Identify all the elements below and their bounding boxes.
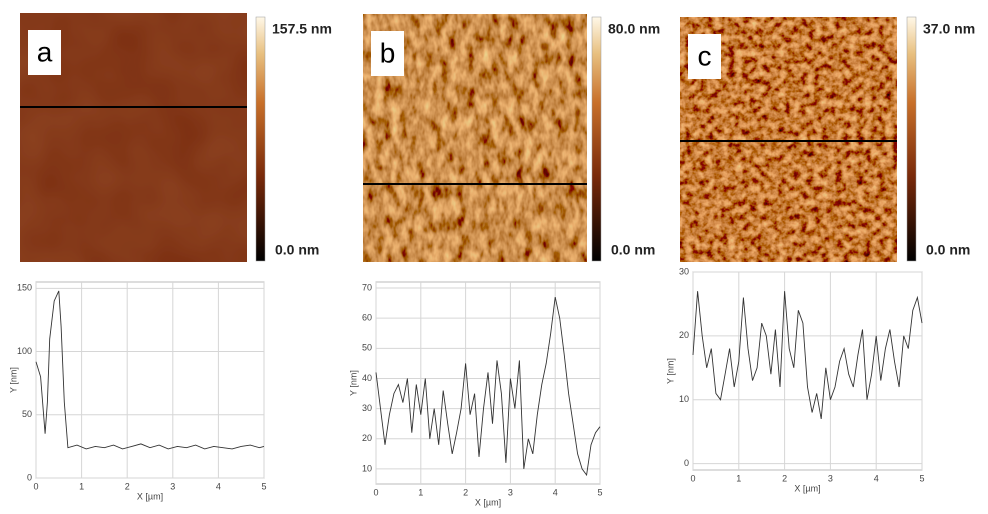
y-tick-label: 0 — [27, 472, 32, 482]
panel-label: b — [380, 37, 396, 68]
plot-frame — [375, 281, 601, 485]
plot-frame — [35, 281, 265, 479]
x-tick-label: 4 — [216, 481, 221, 491]
x-tick-label: 1 — [418, 487, 423, 497]
x-tick-label: 3 — [170, 481, 175, 491]
x-tick-label: 2 — [125, 481, 130, 491]
y-tick-label: 40 — [362, 373, 372, 383]
x-tick-label: 5 — [261, 481, 266, 491]
scale-min: 0.0 nm — [926, 242, 970, 258]
y-axis-label: Y [nm] — [8, 367, 18, 393]
scale-max: 80.0 nm — [608, 21, 660, 37]
y-tick-label: 30 — [362, 403, 372, 413]
panel-label: a — [37, 36, 53, 67]
y-tick-label: 20 — [679, 330, 689, 340]
panel-label: c — [698, 40, 712, 71]
x-tick-label: 4 — [553, 487, 558, 497]
x-tick-label: 1 — [736, 473, 741, 483]
y-tick-label: 50 — [22, 409, 32, 419]
x-tick-label: 0 — [33, 481, 38, 491]
x-tick-label: 0 — [373, 487, 378, 497]
x-tick-label: 0 — [690, 473, 695, 483]
x-tick-label: 3 — [508, 487, 513, 497]
x-tick-label: 5 — [919, 473, 924, 483]
y-tick-label: 150 — [17, 283, 32, 293]
y-tick-label: 50 — [362, 343, 372, 353]
profile-line-series — [35, 290, 265, 450]
y-tick-label: 20 — [362, 433, 372, 443]
y-axis-label: Y [nm] — [348, 370, 358, 396]
y-axis-label: Y [nm] — [665, 358, 675, 384]
color-bar — [906, 16, 917, 262]
x-tick-label: 2 — [782, 473, 787, 483]
profile-line-series — [375, 297, 601, 477]
scale-max: 157.5 nm — [272, 21, 332, 37]
y-tick-label: 30 — [679, 266, 689, 276]
label-box — [371, 31, 404, 76]
color-bar — [255, 16, 266, 262]
x-axis-label: X [µm] — [475, 497, 501, 507]
y-tick-label: 100 — [17, 346, 32, 356]
x-tick-label: 3 — [828, 473, 833, 483]
x-axis-label: X [µm] — [794, 483, 820, 493]
x-axis-label: X [µm] — [137, 491, 163, 501]
x-tick-label: 4 — [874, 473, 879, 483]
y-tick-label: 0 — [684, 458, 689, 468]
y-tick-label: 70 — [362, 282, 372, 292]
scale-min: 0.0 nm — [611, 242, 655, 258]
color-bar — [591, 16, 602, 262]
profile-line-series — [692, 291, 923, 419]
label-box — [688, 34, 721, 79]
scale-min: 0.0 nm — [275, 242, 319, 258]
scale-max: 37.0 nm — [923, 21, 975, 37]
x-tick-label: 1 — [79, 481, 84, 491]
label-box — [28, 30, 61, 75]
plot-frame — [692, 271, 923, 471]
x-tick-label: 5 — [597, 487, 602, 497]
y-tick-label: 60 — [362, 313, 372, 323]
y-tick-label: 10 — [679, 394, 689, 404]
x-tick-label: 2 — [463, 487, 468, 497]
y-tick-label: 10 — [362, 463, 372, 473]
